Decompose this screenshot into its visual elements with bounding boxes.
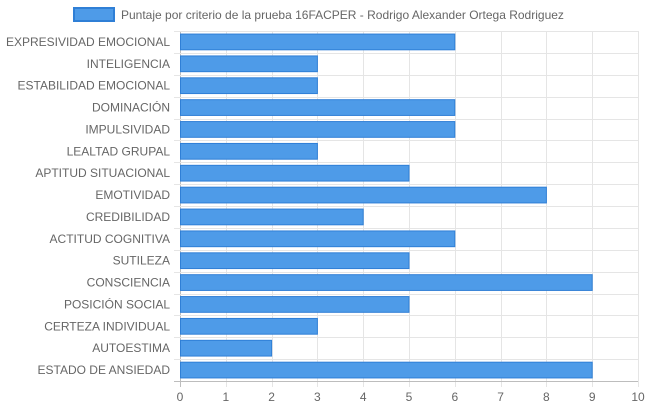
bar[interactable] [180, 121, 456, 138]
x-tick-label: 2 [268, 390, 275, 404]
category-label: APTITUD SITUACIONAL [35, 166, 170, 180]
category-label: ESTABILIDAD EMOCIONAL [18, 79, 171, 93]
bar[interactable] [180, 208, 364, 226]
category-label: SUTILEZA [113, 254, 170, 268]
x-tick-label: 3 [314, 390, 321, 404]
bar[interactable] [180, 142, 318, 160]
x-tick-label: 8 [543, 390, 550, 404]
x-tick-label: 6 [451, 390, 458, 404]
category-label: ESTADO DE ANSIEDAD [38, 363, 171, 377]
category-label: INTELIGENCIA [87, 57, 170, 71]
legend-label[interactable]: Puntaje por criterio de la prueba 16FACP… [121, 8, 564, 22]
category-label: CERTEZA INDIVIDUAL [44, 319, 170, 333]
x-tick-label: 0 [177, 390, 184, 404]
bar[interactable] [180, 33, 456, 51]
bar[interactable] [180, 361, 593, 379]
category-label: ACTITUD COGNITIVA [50, 232, 170, 246]
category-label: IMPULSIVIDAD [85, 122, 170, 136]
category-label: LEALTAD GRUPAL [67, 144, 171, 158]
x-tick-label: 5 [406, 390, 413, 404]
category-label: EXPRESIVIDAD EMOCIONAL [6, 35, 170, 49]
x-tick-labels: 0 1 2 3 4 5 6 7 8 9 10 [177, 390, 645, 404]
x-tick-label: 4 [360, 390, 367, 404]
bar[interactable] [180, 55, 318, 73]
category-label: CONSCIENCIA [87, 276, 170, 290]
category-labels: EXPRESIVIDAD EMOCIONAL INTELIGENCIA ESTABI… [6, 35, 170, 377]
bar[interactable] [180, 186, 547, 204]
x-tick-label: 7 [497, 390, 504, 404]
bar[interactable] [180, 99, 456, 116]
category-label: AUTOESTIMA [92, 341, 170, 355]
bar[interactable] [180, 230, 456, 248]
gridlines [174, 31, 639, 387]
bar[interactable] [180, 317, 318, 335]
x-tick-label: 10 [631, 390, 645, 404]
bar[interactable] [180, 164, 410, 182]
x-tick-label: 1 [222, 390, 229, 404]
bars [180, 33, 593, 379]
category-label: CREDIBILIDAD [86, 210, 170, 224]
bar[interactable] [180, 296, 410, 313]
bar[interactable] [180, 252, 410, 270]
legend[interactable]: Puntaje por criterio de la prueba 16FACP… [73, 7, 564, 22]
bar[interactable] [180, 339, 273, 357]
category-label: POSICIÓN SOCIAL [64, 296, 170, 311]
x-tick-label: 9 [589, 390, 596, 404]
category-label: DOMINACIÓN [92, 100, 170, 115]
bar[interactable] [180, 274, 593, 291]
legend-swatch[interactable] [73, 7, 115, 22]
category-label: EMOTIVIDAD [95, 188, 170, 202]
bar[interactable] [180, 77, 318, 95]
